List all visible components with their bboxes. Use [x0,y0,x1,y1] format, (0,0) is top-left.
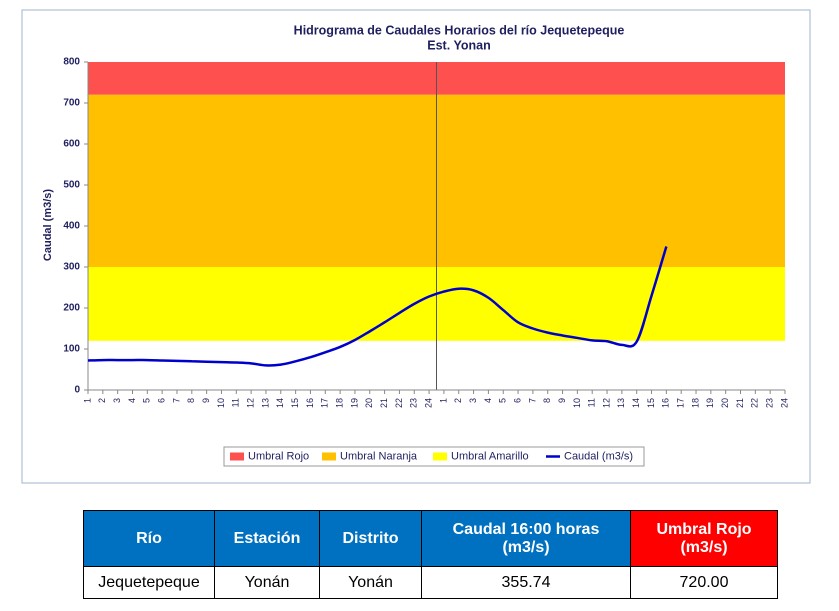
x-tick-label: 12 [601,398,611,408]
data-row: Jequetepeque Yonán Yonán 355.74 720.00 [83,566,778,599]
y-tick-label: 600 [63,139,80,150]
legend-label: Caudal (m3/s) [564,450,633,462]
x-tick-label: 16 [305,398,315,408]
x-tick-label: 4 [127,398,137,403]
header-cell: Río [83,510,215,567]
x-tick-label: 4 [483,398,493,403]
x-tick-label: 9 [201,398,211,403]
header-text: Umbral Rojo [656,520,752,538]
x-tick-label: 10 [572,398,582,408]
legend-label: Umbral Rojo [248,450,309,462]
x-tick-label: 11 [587,398,597,407]
legend-swatch [322,452,336,461]
x-tick-label: 14 [631,398,641,408]
legend-label: Umbral Naranja [340,450,418,462]
x-tick-label: 17 [676,398,686,408]
x-tick-label: 8 [542,398,552,403]
x-tick-label: 6 [512,398,522,403]
x-tick-label: 11 [231,398,241,407]
header-unit: (m3/s) [680,538,728,556]
x-tick-label: 24 [423,398,433,408]
cell: 720.00 [630,566,778,599]
x-tick-label: 2 [453,398,463,403]
x-tick-label: 21 [735,398,745,408]
y-axis-label: Caudal (m3/s) [42,189,54,261]
chart: Hidrograma de Caudales Horarios del río … [21,9,811,484]
header-cell: Distrito [319,510,422,567]
cell: 355.74 [421,566,631,599]
x-tick-label: 9 [557,398,567,403]
x-tick-label: 20 [720,398,730,408]
flow-line [87,246,668,367]
cell: Jequetepeque [83,566,215,599]
x-tick-label: 19 [349,398,359,408]
cell: Yonán [319,566,422,599]
x-tick-label: 17 [320,398,330,408]
y-tick-label: 500 [63,180,80,191]
legend-swatch [230,452,244,461]
x-tick-label: 24 [779,398,789,408]
x-tick-label: 18 [334,398,344,408]
x-tick-label: 12 [246,398,256,408]
header-text: Caudal 16:00 horas [452,520,600,538]
x-tick-label: 14 [275,398,285,408]
x-tick-label: 20 [364,398,374,408]
x-tick-label: 8 [186,398,196,403]
x-tick-label: 23 [765,398,775,408]
y-tick-label: 800 [63,57,80,68]
y-tick-label: 0 [74,385,80,396]
y-tick-label: 700 [63,98,80,109]
summary-table: Río Estación Distrito Caudal 16:00 horas… [83,510,778,599]
x-tick-label: 2 [97,398,107,403]
chart-title: Hidrograma de Caudales Horarios del río … [294,23,625,37]
x-tick-label: 21 [379,398,389,408]
x-tick-label: 13 [616,398,626,408]
cell: Yonán [214,566,320,599]
x-tick-label: 7 [171,398,181,403]
x-tick-label: 5 [142,398,152,403]
x-tick-label: 16 [661,398,671,408]
x-tick-label: 18 [690,398,700,408]
x-tick-label: 6 [157,398,167,403]
x-tick-label: 3 [112,398,122,403]
x-tick-label: 22 [394,398,404,408]
y-tick-label: 400 [63,221,80,232]
header-cell: Umbral Rojo (m3/s) [630,510,778,567]
x-tick-label: 10 [216,398,226,408]
y-tick-label: 300 [63,262,80,273]
x-tick-label: 23 [409,398,419,408]
x-tick-label: 13 [260,398,270,408]
x-tick-label: 1 [438,398,448,403]
legend-swatch [433,452,447,461]
x-tick-label: 1 [82,398,92,403]
x-tick-label: 15 [290,398,300,408]
y-tick-label: 100 [63,344,80,355]
legend-label: Umbral Amarillo [451,450,529,462]
header-cell: Caudal 16:00 horas (m3/s) [421,510,631,567]
header-unit: (m3/s) [502,538,550,556]
header-cell: Estación [214,510,320,567]
x-tick-label: 15 [646,398,656,408]
chart-subtitle: Est. Yonan [427,38,490,52]
x-tick-label: 19 [705,398,715,408]
x-tick-label: 22 [750,398,760,408]
x-tick-label: 7 [527,398,537,403]
x-tick-label: 5 [498,398,508,403]
x-tick-label: 3 [468,398,478,403]
y-tick-label: 200 [63,303,80,314]
header-row: Río Estación Distrito Caudal 16:00 horas… [83,510,778,567]
